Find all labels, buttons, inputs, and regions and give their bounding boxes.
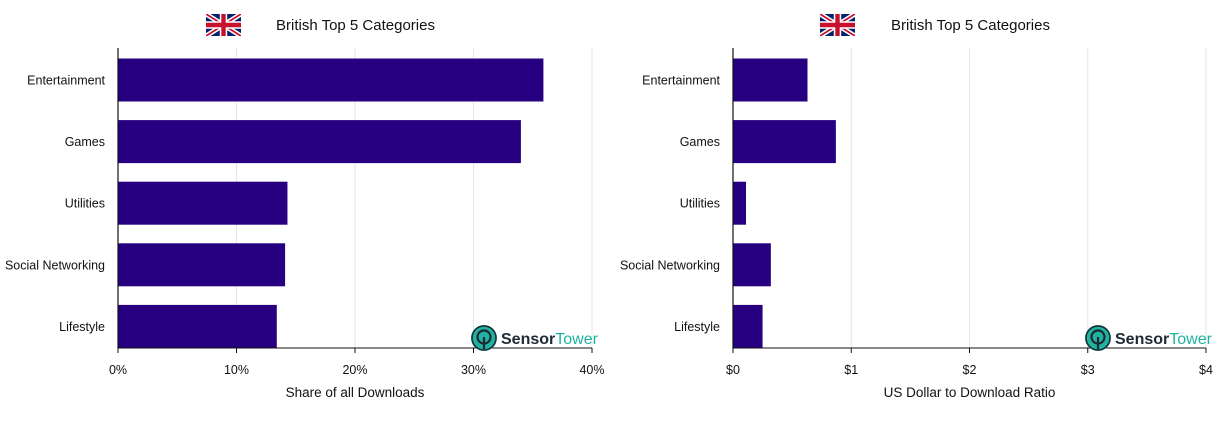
x-tick-label: $3 [1081, 363, 1095, 377]
flag-cross-red [820, 14, 855, 36]
sensortower-logo: SensorTower [471, 325, 599, 351]
flag-cross-red [206, 14, 241, 36]
x-tick-label: 10% [224, 363, 249, 377]
x-tick-label: 30% [461, 363, 486, 377]
x-tick-label: $0 [726, 363, 740, 377]
category-label: Games [680, 135, 720, 149]
logo-text-sensor: Sensor [501, 331, 555, 348]
bar-games[interactable] [733, 120, 836, 164]
bar-social-networking[interactable] [733, 243, 771, 287]
x-tick-label: 0% [109, 363, 127, 377]
logo-text: SensorTower [1115, 331, 1213, 348]
chart-title: British Top 5 Categories [276, 17, 435, 34]
category-label: Lifestyle [59, 320, 105, 334]
logo-text-tower: Tower [555, 331, 598, 348]
logo-outer-ring [471, 325, 497, 351]
bar-utilities[interactable] [118, 181, 288, 225]
chart-title: British Top 5 Categories [891, 17, 1050, 34]
union-jack-flag-icon [820, 14, 855, 36]
category-label: Entertainment [642, 74, 720, 88]
category-label: Lifestyle [674, 320, 720, 334]
x-tick-label: $4 [1199, 363, 1213, 377]
category-label: Utilities [65, 197, 105, 211]
chart-2: British Top 5 Categories Entertainment Gam… [620, 14, 1213, 400]
category-label: Utilities [680, 197, 720, 211]
bar-games[interactable] [118, 120, 521, 164]
bar-social-networking[interactable] [118, 243, 286, 287]
flag-body [206, 14, 241, 36]
x-tick-label: 40% [579, 363, 604, 377]
category-label: Entertainment [27, 74, 105, 88]
union-jack-flag-icon [206, 14, 241, 36]
logo-text-tower: Tower [1169, 331, 1212, 348]
category-label: Games [65, 135, 105, 149]
x-axis-title: Share of all Downloads [286, 385, 425, 400]
x-tick-label: 20% [342, 363, 367, 377]
x-tick-label: $1 [844, 363, 858, 377]
bar-lifestyle[interactable] [118, 304, 277, 348]
category-label: Social Networking [5, 258, 105, 272]
sensortower-logo-icon [471, 325, 497, 351]
sensortower-logo: SensorTower [1085, 325, 1213, 351]
sensortower-logo-icon [1085, 325, 1111, 351]
logo-text-sensor: Sensor [1115, 331, 1169, 348]
x-tick-label: $2 [963, 363, 977, 377]
flag-body [820, 14, 855, 36]
category-label: Social Networking [620, 258, 720, 272]
bar-utilities[interactable] [733, 181, 747, 225]
chart-1: British Top 5 Categories Entertainment Gam… [5, 14, 605, 400]
bar-lifestyle[interactable] [733, 304, 763, 348]
logo-outer-ring [1085, 325, 1111, 351]
bar-entertainment[interactable] [118, 58, 544, 102]
x-axis-title: US Dollar to Download Ratio [884, 385, 1056, 400]
bar-entertainment[interactable] [733, 58, 808, 102]
logo-text: SensorTower [501, 331, 599, 348]
